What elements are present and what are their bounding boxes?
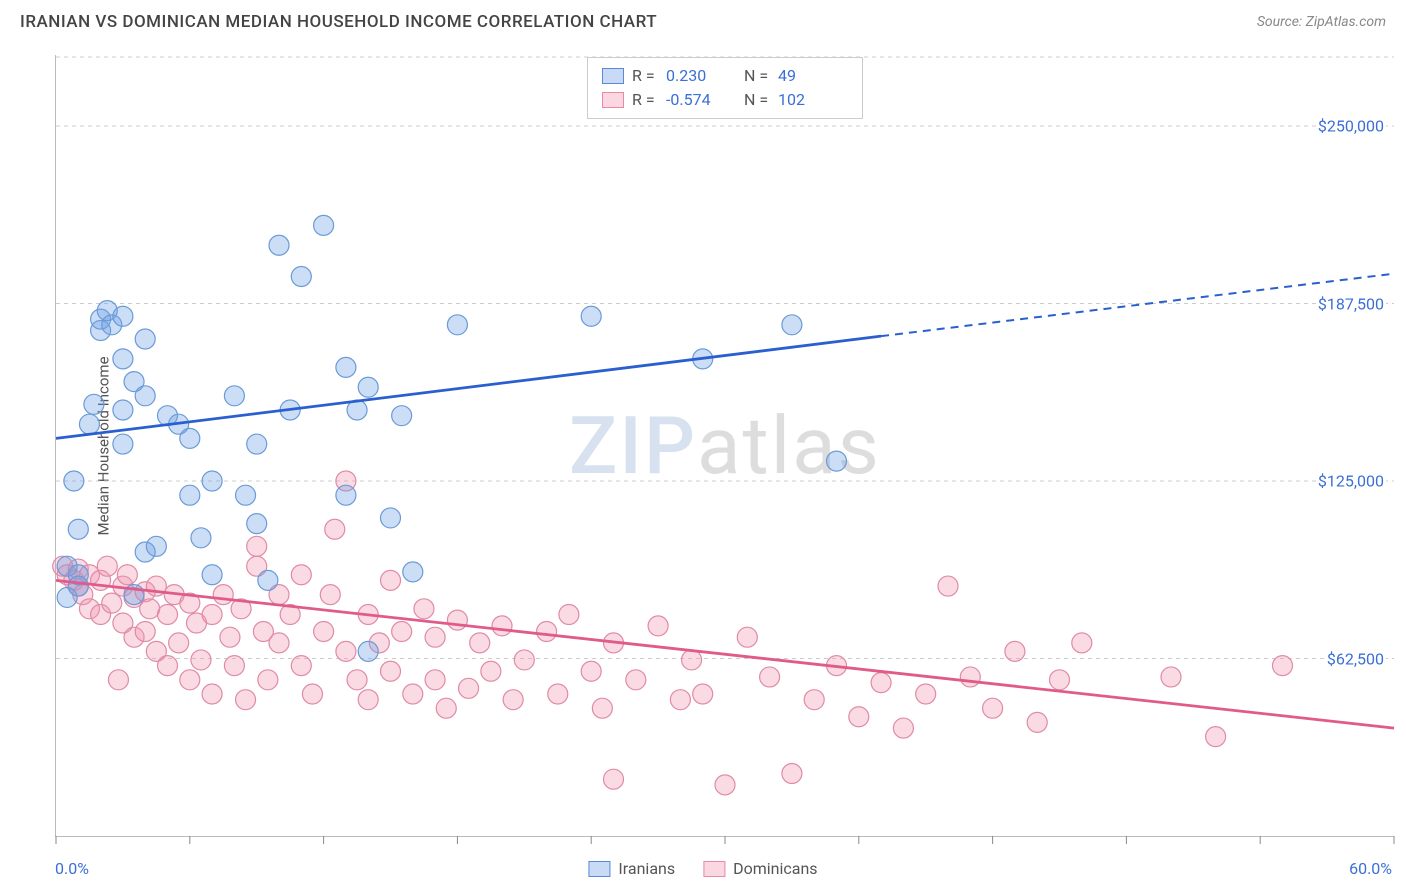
x-max-label: 60.0% (1349, 859, 1392, 878)
y-tick-label: $250,000 (1316, 117, 1386, 136)
plot-svg (56, 55, 1394, 836)
stats-row-dominicans: R =-0.574 N =102 (602, 88, 848, 112)
chart-title: IRANIAN VS DOMINICAN MEDIAN HOUSEHOLD IN… (20, 12, 657, 32)
swatch-blue-icon (588, 861, 610, 877)
swatch-blue-icon (602, 68, 624, 84)
chart-area: ZIPatlas R =0.230 N =49 R =-0.574 N =102… (55, 55, 1394, 837)
y-tick-label: $187,500 (1316, 294, 1386, 313)
swatch-pink-icon (703, 861, 725, 877)
bottom-legend: Iranians Dominicans (588, 859, 817, 878)
source-label: Source: ZipAtlas.com (1257, 14, 1386, 30)
swatch-pink-icon (602, 92, 624, 108)
y-tick-label: $125,000 (1316, 472, 1386, 491)
stats-legend: R =0.230 N =49 R =-0.574 N =102 (587, 57, 863, 119)
legend-item-iranians: Iranians (588, 859, 675, 878)
x-min-label: 0.0% (55, 859, 89, 878)
legend-item-dominicans: Dominicans (703, 859, 817, 878)
stats-row-iranians: R =0.230 N =49 (602, 64, 848, 88)
y-tick-label: $62,500 (1325, 649, 1386, 668)
